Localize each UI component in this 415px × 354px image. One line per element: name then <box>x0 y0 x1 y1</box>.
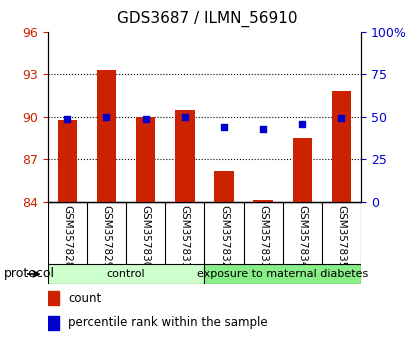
Text: GSM357833: GSM357833 <box>258 205 268 268</box>
Text: GSM357832: GSM357832 <box>219 205 229 268</box>
Text: control: control <box>107 269 145 279</box>
Bar <box>175 110 195 202</box>
Point <box>260 126 266 132</box>
Point <box>338 115 345 120</box>
Bar <box>253 200 273 202</box>
Point <box>103 114 110 120</box>
Text: GSM357834: GSM357834 <box>297 205 307 268</box>
Text: protocol: protocol <box>4 268 55 280</box>
Text: GSM357829: GSM357829 <box>102 205 112 268</box>
Point <box>142 116 149 121</box>
Point <box>299 121 305 126</box>
Point <box>221 124 227 130</box>
Text: count: count <box>68 292 101 305</box>
Bar <box>136 117 156 202</box>
Bar <box>97 70 116 202</box>
Point <box>64 116 71 121</box>
Text: exposure to maternal diabetes: exposure to maternal diabetes <box>197 269 369 279</box>
Text: percentile rank within the sample: percentile rank within the sample <box>68 316 268 330</box>
Bar <box>293 138 312 202</box>
Bar <box>214 171 234 202</box>
Bar <box>48 316 59 330</box>
Text: GDS3687 / ILMN_56910: GDS3687 / ILMN_56910 <box>117 11 298 27</box>
Bar <box>48 264 205 284</box>
Bar <box>58 120 77 202</box>
Bar <box>205 264 361 284</box>
Text: GSM357831: GSM357831 <box>180 205 190 268</box>
Point <box>181 114 188 120</box>
Text: GSM357830: GSM357830 <box>141 205 151 268</box>
Text: GSM357835: GSM357835 <box>337 205 347 268</box>
Bar <box>48 291 59 305</box>
Bar <box>332 91 351 202</box>
Text: GSM357828: GSM357828 <box>62 205 72 268</box>
